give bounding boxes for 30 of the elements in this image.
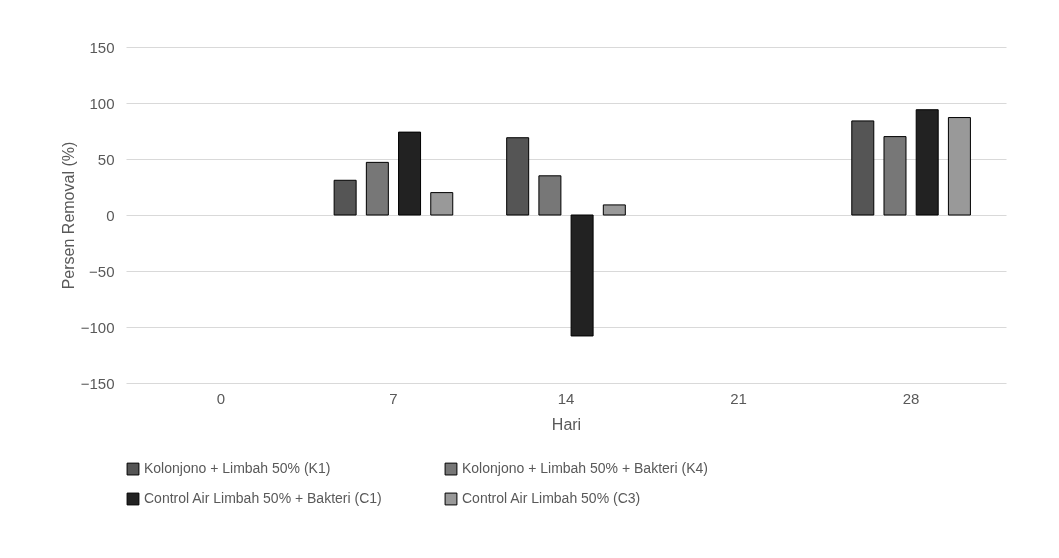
legend-label: Kolonjono + Limbah 50% (K1): [144, 460, 331, 477]
bar: [851, 120, 875, 216]
x-tick-label: 0: [216, 389, 226, 407]
y-tick-label: 150: [89, 38, 115, 56]
legend-label: Control Air Limbah 50% (C3): [462, 490, 641, 506]
legend-label: Control Air Limbah 50% + Bakteri (C1): [144, 490, 382, 506]
bar: [602, 204, 626, 216]
bar: [915, 109, 939, 216]
y-tick-label: −150: [80, 374, 115, 392]
bar: [947, 117, 971, 216]
bar: [538, 175, 562, 216]
x-axis-title: Hari: [551, 415, 582, 433]
y-tick-label: 50: [97, 150, 115, 168]
bar: [398, 131, 422, 216]
bar: [506, 137, 530, 216]
x-tick-label: 7: [389, 389, 398, 407]
bar: [430, 192, 454, 216]
x-tick-label: 14: [557, 389, 575, 407]
y-tick-label: 0: [106, 206, 115, 224]
bar: [570, 214, 594, 337]
y-tick-label: −50: [89, 262, 115, 280]
x-tick-label: 21: [730, 389, 747, 407]
legend-label: Kolonjono + Limbah 50% + Bakteri (K4): [462, 460, 708, 477]
y-tick-label: −100: [80, 318, 115, 336]
y-tick-label: 100: [89, 94, 115, 112]
x-tick-label: 28: [902, 389, 920, 407]
bar: [883, 136, 907, 216]
bar: [365, 161, 389, 216]
bar: [333, 179, 357, 216]
y-axis-title: Persen Removal (%): [59, 141, 77, 290]
